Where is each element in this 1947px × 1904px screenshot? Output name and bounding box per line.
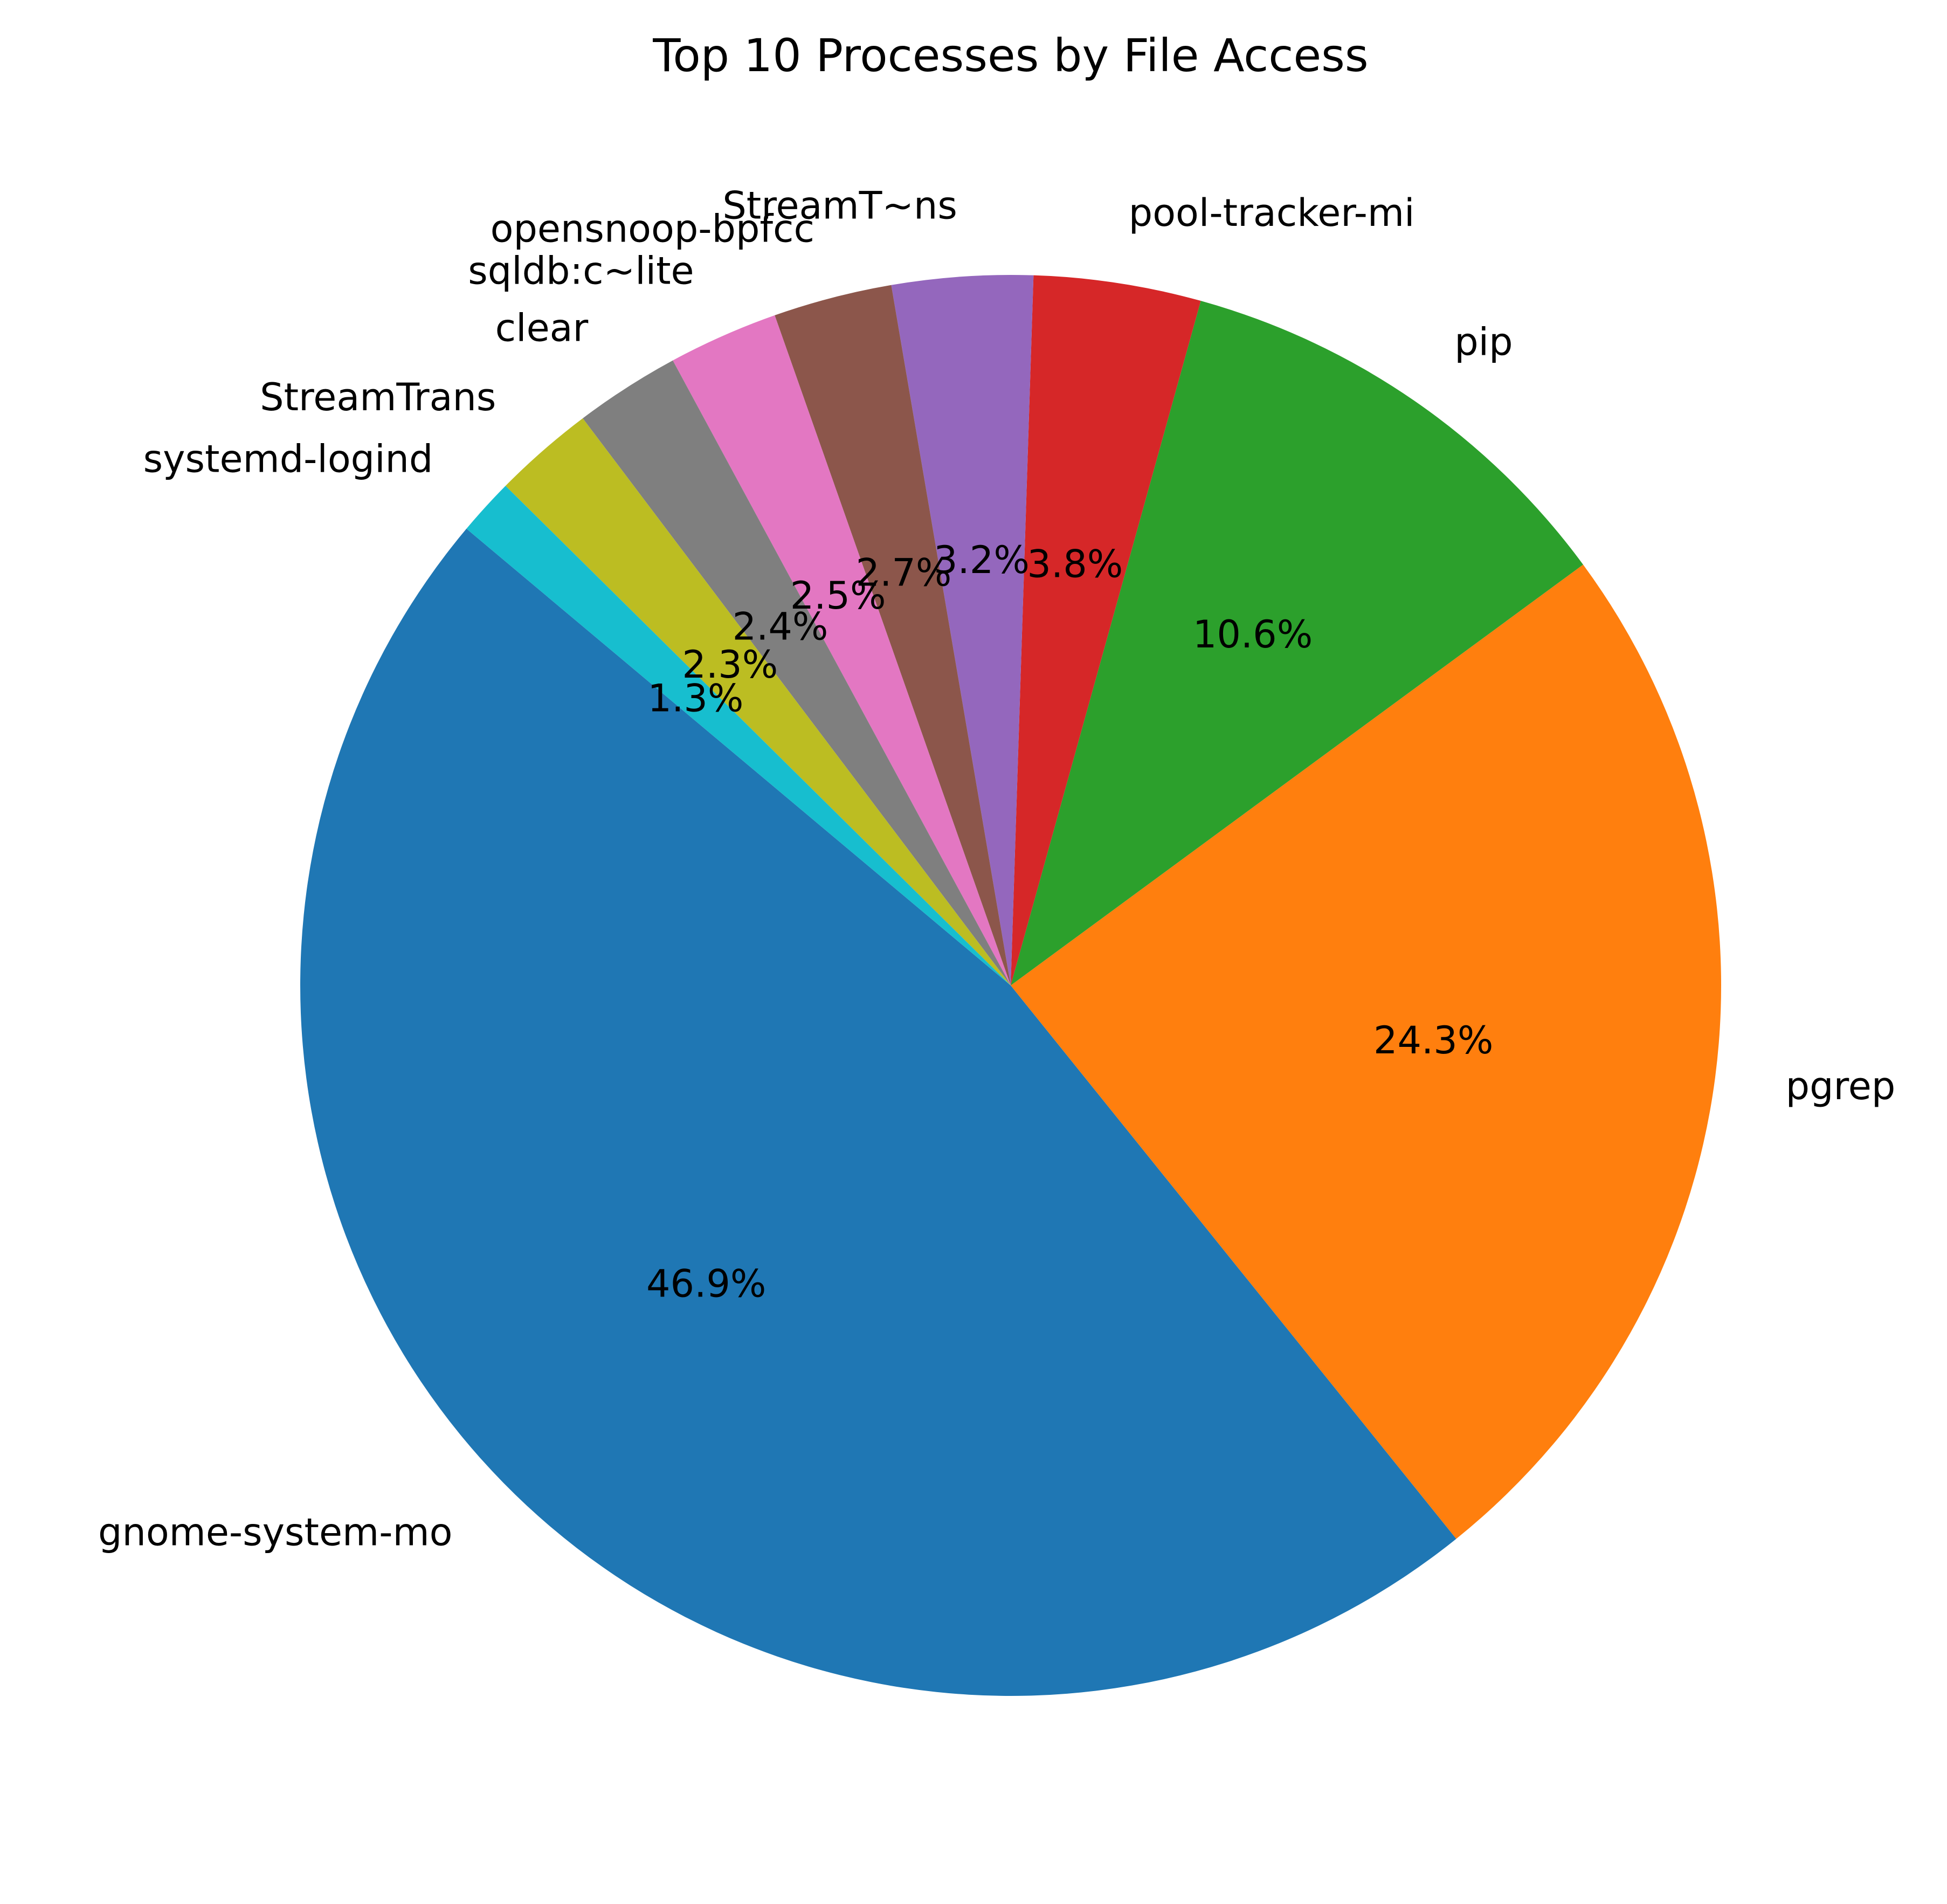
slice-label-clear: clear — [495, 306, 589, 350]
pie-slice-opensnoop-bpfcc — [775, 285, 1011, 985]
pie-slice-streamtrans — [505, 418, 1011, 985]
slice-label-sqldb-c-lite: sqldb:c~lite — [468, 249, 694, 293]
pct-label-sqldb-c-lite: 2.5% — [790, 574, 886, 618]
pct-label-gnome-system-mo: 46.9% — [646, 1261, 766, 1306]
pct-label-clear: 2.4% — [733, 605, 828, 649]
slice-label-streamtrans: StreamTrans — [260, 375, 496, 419]
pie-slice-clear — [583, 360, 1011, 985]
pct-label-systemd-logind: 1.3% — [648, 676, 744, 720]
pie-slice-streamt-ns — [891, 275, 1034, 986]
chart-title: Top 10 Processes by File Access — [652, 29, 1368, 82]
pct-label-streamt-ns: 3.2% — [934, 538, 1030, 582]
pct-label-streamtrans: 2.3% — [682, 643, 778, 687]
labels-layer: gnome-system-mo 46.9% pgrep 24.3% pip 10.6% po… — [98, 184, 1895, 1555]
slices-layer — [300, 275, 1721, 1696]
pie-slice-sqldb-c-lite — [673, 315, 1011, 985]
slice-label-pgrep: pgrep — [1786, 1064, 1896, 1108]
pie-slice-pool-tracker-mi — [1011, 275, 1201, 985]
pie-slice-pgrep — [1011, 564, 1721, 1539]
pct-label-pgrep: 24.3% — [1373, 1018, 1493, 1063]
pie-slice-systemd-logind — [466, 486, 1011, 985]
pie-slice-pip — [1011, 301, 1583, 985]
slice-label-systemd-logind: systemd-logind — [143, 437, 433, 481]
slice-label-opensnoop-bpfcc: opensnoop-bpfcc — [491, 207, 814, 251]
pct-label-opensnoop-bpfcc: 2.7% — [856, 551, 952, 595]
pie-slice-gnome-system-mo — [300, 528, 1456, 1696]
slice-label-gnome-system-mo: gnome-system-mo — [98, 1510, 452, 1555]
slice-label-pool-tracker-mi: pool-tracker-mi — [1129, 191, 1415, 235]
slice-label-streamt-ns: StreamT~ns — [722, 184, 957, 228]
slice-label-pip: pip — [1454, 320, 1513, 364]
pct-label-pip: 10.6% — [1193, 612, 1313, 657]
pct-label-pool-tracker-mi: 3.8% — [1027, 542, 1123, 586]
